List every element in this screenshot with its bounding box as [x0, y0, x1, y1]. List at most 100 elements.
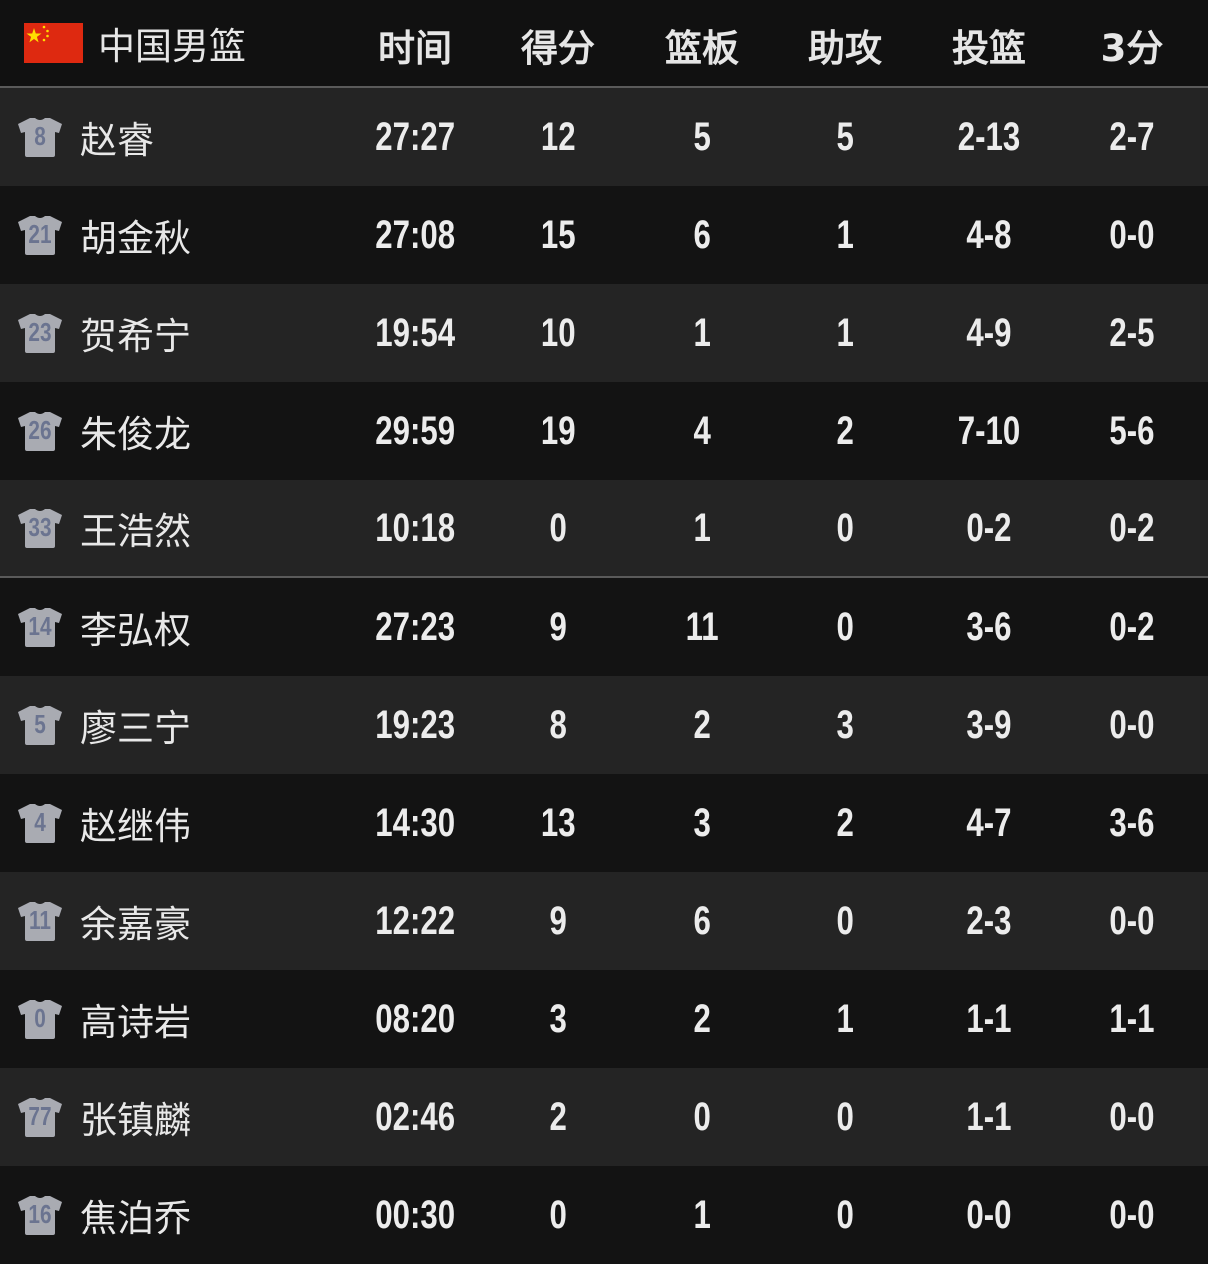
- stat-value: 12:22: [375, 898, 455, 943]
- player-name[interactable]: 李弘权: [80, 609, 191, 652]
- stat-value: 1-1: [966, 1094, 1012, 1139]
- player-name[interactable]: 焦泊乔: [80, 1197, 191, 1240]
- stat-assists: 0: [780, 605, 910, 650]
- stat-minutes: 27:08: [350, 213, 480, 258]
- column-header-minutes[interactable]: 时间: [378, 27, 452, 70]
- table-row[interactable]: 11 余嘉豪 12:22 9 6 0 2-3 0-0: [0, 872, 1208, 970]
- jersey-number: 26: [28, 415, 52, 445]
- stat-three-pointers: 3-6: [1067, 801, 1197, 846]
- stat-value: 10:18: [375, 505, 455, 550]
- player-table: 8 赵睿 27:27 12 5 5 2-13 2-7 21 胡金秋 27:08 15 6 1 4-8 0-0 2…: [0, 88, 1208, 1264]
- stat-minutes: 19:23: [350, 703, 480, 748]
- jersey-number: 33: [28, 512, 52, 542]
- stat-assists: 1: [780, 213, 910, 258]
- stat-points: 12: [493, 115, 623, 160]
- stat-value: 4-8: [966, 212, 1012, 257]
- stat-value: 0-2: [966, 505, 1012, 550]
- table-row[interactable]: 21 胡金秋 27:08 15 6 1 4-8 0-0: [0, 186, 1208, 284]
- table-row[interactable]: 14 李弘权 27:23 9 11 0 3-6 0-2: [0, 578, 1208, 676]
- stat-assists: 0: [780, 1095, 910, 1140]
- stat-value: 0-2: [1109, 505, 1155, 550]
- table-row[interactable]: 23 贺希宁 19:54 10 1 1 4-9 2-5: [0, 284, 1208, 382]
- stat-field-goals: 2-13: [924, 115, 1054, 160]
- stat-field-goals: 4-9: [924, 311, 1054, 356]
- stat-three-pointers: 1-1: [1067, 997, 1197, 1042]
- player-name[interactable]: 贺希宁: [80, 315, 191, 358]
- stat-points: 0: [493, 1193, 623, 1238]
- stat-value: 0-2: [1109, 604, 1155, 649]
- stat-assists: 1: [780, 311, 910, 356]
- stat-value: 0-0: [1109, 702, 1155, 747]
- table-row[interactable]: 16 焦泊乔 00:30 0 1 0 0-0 0-0: [0, 1166, 1208, 1264]
- stat-field-goals: 0-2: [924, 506, 1054, 551]
- stat-three-pointers: 0-0: [1067, 213, 1197, 258]
- stat-value: 2-7: [1109, 114, 1155, 159]
- stat-rebounds: 3: [637, 801, 767, 846]
- stat-points: 2: [493, 1095, 623, 1140]
- stat-value: 3-6: [966, 604, 1012, 649]
- column-header-assists[interactable]: 助攻: [808, 27, 882, 70]
- player-name[interactable]: 廖三宁: [80, 707, 191, 750]
- stat-value: 5: [836, 114, 854, 159]
- stat-value: 1: [693, 505, 711, 550]
- stat-value: 1: [836, 310, 854, 355]
- stat-value: 0: [693, 1094, 711, 1139]
- stat-points: 10: [493, 311, 623, 356]
- player-name[interactable]: 王浩然: [80, 510, 191, 553]
- stat-value: 12: [540, 114, 576, 159]
- stat-value: 7-10: [957, 408, 1021, 453]
- stat-value: 27:08: [375, 212, 455, 257]
- stat-minutes: 12:22: [350, 899, 480, 944]
- stat-rebounds: 5: [637, 115, 767, 160]
- stat-points: 8: [493, 703, 623, 748]
- stat-value: 15: [540, 212, 576, 257]
- stat-value: 9: [549, 604, 567, 649]
- column-header-field-goals[interactable]: 投篮: [952, 27, 1026, 70]
- stat-value: 5: [693, 114, 711, 159]
- table-row[interactable]: 26 朱俊龙 29:59 19 4 2 7-10 5-6: [0, 382, 1208, 480]
- stat-value: 3: [549, 996, 567, 1041]
- column-header-rebounds[interactable]: 篮板: [665, 27, 739, 70]
- stat-points: 19: [493, 409, 623, 454]
- player-name[interactable]: 高诗岩: [80, 1001, 191, 1044]
- table-row[interactable]: 33 王浩然 10:18 0 1 0 0-2 0-2: [0, 480, 1208, 578]
- player-name[interactable]: 张镇麟: [80, 1099, 191, 1142]
- stat-value: 2: [836, 800, 854, 845]
- stat-value: 0: [836, 898, 854, 943]
- jersey-number: 5: [34, 709, 46, 739]
- player-name[interactable]: 赵继伟: [80, 805, 191, 848]
- jersey-number: 4: [34, 807, 46, 837]
- stat-minutes: 14:30: [350, 801, 480, 846]
- stat-field-goals: 3-6: [924, 605, 1054, 650]
- table-row[interactable]: 0 高诗岩 08:20 3 2 1 1-1 1-1: [0, 970, 1208, 1068]
- table-row[interactable]: 77 张镇麟 02:46 2 0 0 1-1 0-0: [0, 1068, 1208, 1166]
- table-row[interactable]: 4 赵继伟 14:30 13 3 2 4-7 3-6: [0, 774, 1208, 872]
- stat-rebounds: 11: [637, 605, 767, 650]
- table-row[interactable]: 8 赵睿 27:27 12 5 5 2-13 2-7: [0, 88, 1208, 186]
- table-row[interactable]: 5 廖三宁 19:23 8 2 3 3-9 0-0: [0, 676, 1208, 774]
- stat-value: 13: [540, 800, 576, 845]
- stat-value: 1-1: [1109, 996, 1155, 1041]
- stat-field-goals: 1-1: [924, 997, 1054, 1042]
- stat-value: 1: [693, 310, 711, 355]
- player-name[interactable]: 余嘉豪: [80, 903, 191, 946]
- stat-field-goals: 0-0: [924, 1193, 1054, 1238]
- stat-field-goals: 4-8: [924, 213, 1054, 258]
- player-name[interactable]: 赵睿: [80, 119, 154, 162]
- stat-minutes: 27:27: [350, 115, 480, 160]
- stat-value: 19:54: [375, 310, 455, 355]
- stat-value: 2-5: [1109, 310, 1155, 355]
- stat-value: 4-7: [966, 800, 1012, 845]
- column-header-points[interactable]: 得分: [521, 27, 595, 70]
- stat-assists: 1: [780, 997, 910, 1042]
- player-name[interactable]: 胡金秋: [80, 217, 191, 260]
- stat-value: 9: [549, 898, 567, 943]
- stat-field-goals: 7-10: [924, 409, 1054, 454]
- player-name[interactable]: 朱俊龙: [80, 413, 191, 456]
- column-header-three-pointers[interactable]: 3分: [1100, 27, 1164, 70]
- stat-three-pointers: 0-2: [1067, 605, 1197, 650]
- stat-rebounds: 1: [637, 311, 767, 356]
- jersey-icon: 5: [17, 705, 63, 745]
- jersey-icon: 8: [17, 117, 63, 157]
- stat-value: 08:20: [375, 996, 455, 1041]
